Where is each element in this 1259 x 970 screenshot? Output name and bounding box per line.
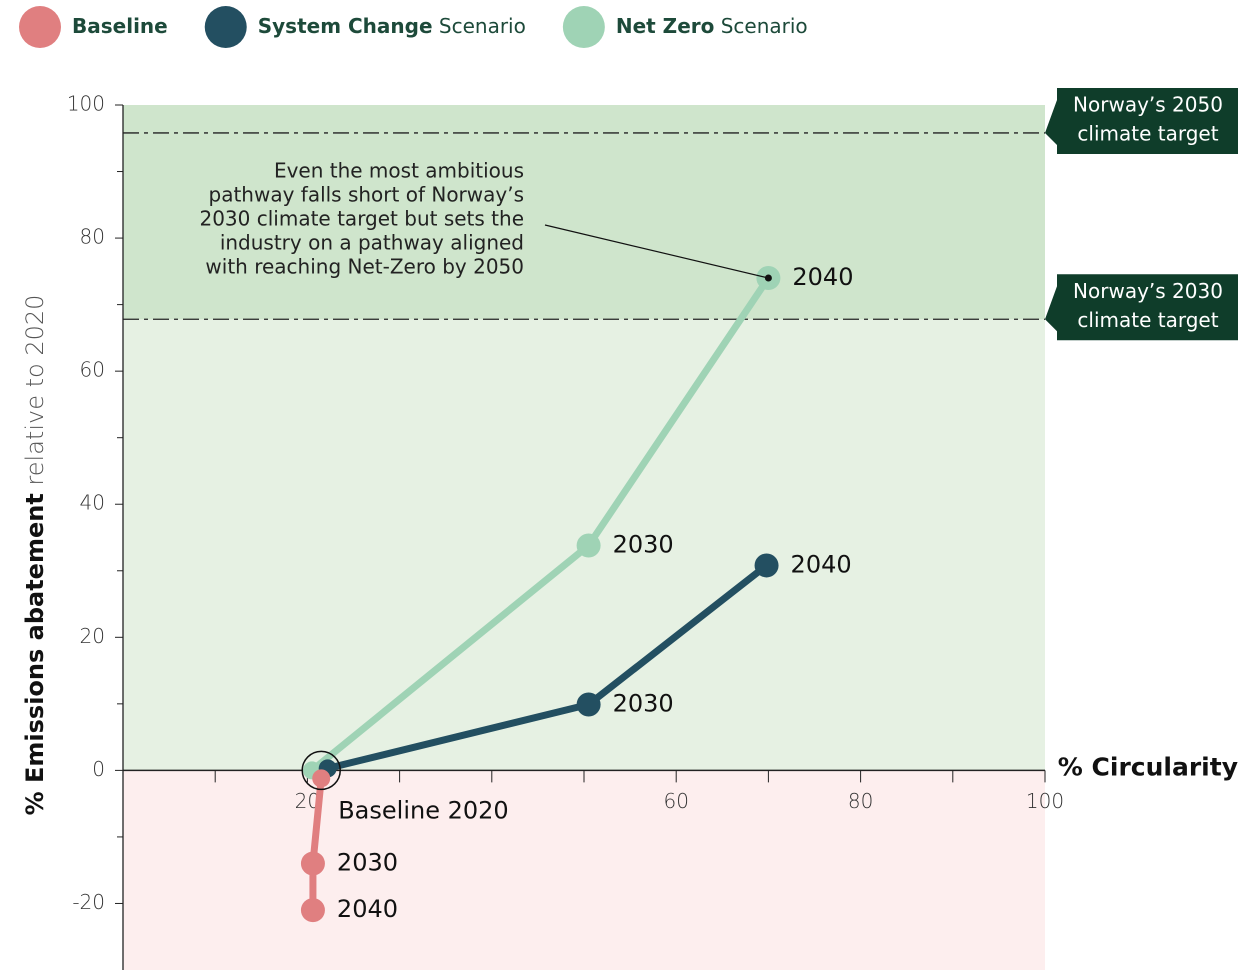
annotation: with reaching Net-Zero by 2050 [205, 255, 524, 279]
y-tick-label: -20 [72, 890, 105, 914]
x-tick-label: 80 [848, 789, 873, 813]
legend-swatch [204, 6, 247, 48]
target-label: Norway’s 2030 [1073, 279, 1223, 303]
annotation: industry on a pathway aligned [220, 231, 524, 255]
point-label: 2030 [337, 849, 398, 877]
y-tick-label: 60 [80, 358, 105, 382]
legend-swatch [19, 6, 61, 48]
legend-suffix: Scenario [439, 14, 526, 38]
y-tick-label: 20 [80, 624, 105, 648]
x-tick-label: 100 [1026, 789, 1064, 813]
point-label: 2040 [337, 895, 398, 923]
series-point [576, 692, 601, 717]
series-point [300, 851, 325, 876]
legend-name: Net Zero [616, 14, 715, 38]
annotation: pathway falls short of Norway’s [209, 183, 525, 207]
annotation-leader [544, 224, 769, 279]
y-tick-label: 100 [67, 92, 105, 116]
point-label: 2040 [792, 263, 853, 291]
point-label: 2030 [613, 690, 674, 718]
band-below [123, 770, 1045, 970]
y-tick-label: 0 [92, 757, 105, 781]
target-label: climate target [1077, 308, 1218, 332]
target-label: climate target [1077, 121, 1218, 145]
annotation: 2030 climate target but sets the [199, 207, 524, 231]
y-tick-label: 80 [80, 225, 105, 249]
x-tick-label: 60 [663, 789, 688, 813]
legend-label: Baseline [72, 14, 168, 38]
x-axis-label: % Circularity [1058, 752, 1238, 781]
point-label: Baseline 2020 [338, 796, 508, 824]
series-point [312, 769, 331, 788]
y-axis-label-rest: relative to 2020 [21, 295, 49, 486]
start-highlight [301, 750, 341, 791]
legend-label: System Change Scenario [258, 14, 526, 38]
point-label: 2030 [613, 530, 674, 558]
legend-name: System Change [258, 14, 433, 38]
y-tick-label: 40 [80, 491, 105, 515]
point-label: 2040 [791, 550, 852, 578]
band-target [123, 105, 1045, 320]
y-axis-label: % Emissions abatement relative to 2020 [21, 295, 49, 816]
series-point [300, 898, 325, 923]
annotation-dot [764, 274, 772, 282]
target-flag [1045, 274, 1238, 341]
y-axis-label-bold: % Emissions abatement [21, 493, 49, 815]
series-point [754, 553, 779, 578]
legend-label: Net Zero Scenario [616, 14, 808, 38]
annotation: Even the most ambitious [274, 159, 524, 183]
legend-suffix: Scenario [721, 14, 808, 38]
target-label: Norway’s 2050 [1073, 92, 1223, 116]
legend-name: Baseline [72, 14, 168, 38]
series-point [576, 533, 601, 558]
legend-swatch [562, 6, 605, 48]
target-flag [1045, 87, 1238, 154]
